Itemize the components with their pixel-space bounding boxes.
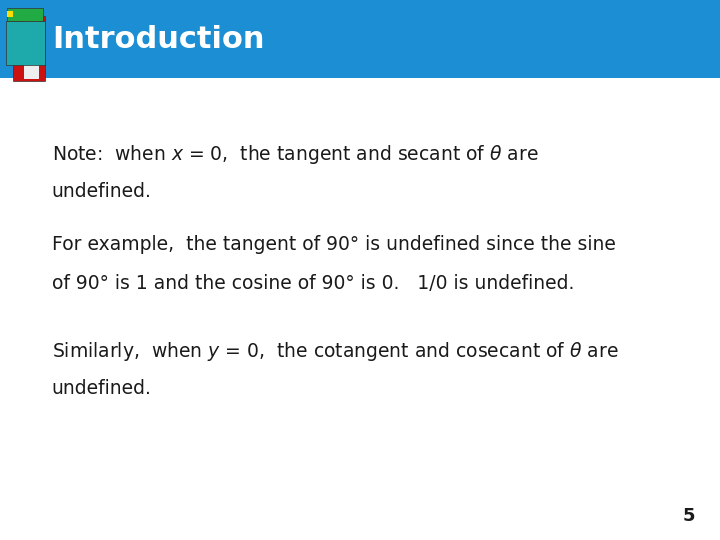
Text: undefined.: undefined. <box>52 379 152 398</box>
FancyBboxPatch shape <box>24 18 39 79</box>
FancyBboxPatch shape <box>6 21 45 65</box>
FancyBboxPatch shape <box>7 8 43 21</box>
FancyBboxPatch shape <box>7 11 13 17</box>
Text: undefined.: undefined. <box>52 182 152 201</box>
Text: Note:  when $x$ = 0,  the tangent and secant of $\theta$ are: Note: when $x$ = 0, the tangent and seca… <box>52 143 539 166</box>
Text: For example,  the tangent of 90° is undefined since the sine: For example, the tangent of 90° is undef… <box>52 235 616 254</box>
Text: 5: 5 <box>683 507 695 525</box>
Text: of 90° is 1 and the cosine of 90° is 0.   1/0 is undefined.: of 90° is 1 and the cosine of 90° is 0. … <box>52 274 575 293</box>
FancyBboxPatch shape <box>13 16 45 81</box>
Text: Similarly,  when $y$ = 0,  the cotangent and cosecant of $\theta$ are: Similarly, when $y$ = 0, the cotangent a… <box>52 340 618 363</box>
FancyBboxPatch shape <box>0 0 720 78</box>
Text: Introduction: Introduction <box>52 25 264 53</box>
